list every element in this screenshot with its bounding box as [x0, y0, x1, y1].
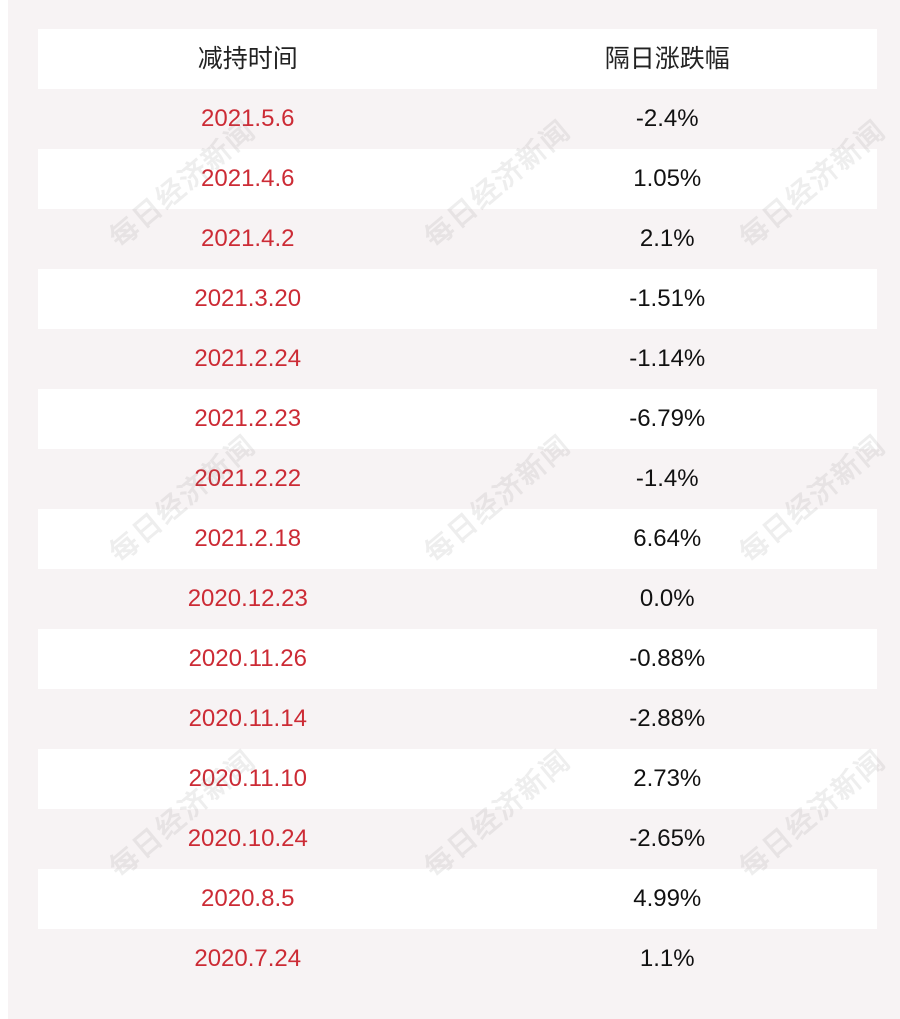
date-cell: 2020.11.14 [188, 705, 307, 732]
table-row: 2021.2.18 6.64% [38, 509, 877, 569]
table-row: 2021.4.6 1.05% [38, 149, 877, 209]
date-cell: 2021.3.20 [194, 285, 302, 312]
table-row: 2021.2.23 -6.79% [38, 389, 877, 449]
date-cell: 2020.12.23 [187, 585, 308, 612]
date-cell: 2020.10.24 [187, 825, 308, 852]
date-cell: 2021.4.2 [201, 225, 295, 252]
date-cell: 2021.5.6 [201, 105, 295, 132]
change-column-header: 隔日涨跌幅 [604, 45, 730, 73]
change-cell: -1.14% [629, 345, 706, 372]
table-row: 2021.3.20 -1.51% [38, 269, 877, 329]
table-row: 2021.5.6 -2.4% [38, 89, 877, 149]
change-cell: -2.88% [629, 705, 706, 732]
date-cell: 2020.11.10 [188, 765, 307, 792]
change-cell: -1.51% [629, 285, 706, 312]
change-cell: 1.05% [633, 165, 702, 192]
table-row: 2021.4.2 2.1% [38, 209, 877, 269]
table-row: 2021.2.24 -1.14% [38, 329, 877, 389]
table-row: 2020.7.24 1.1% [38, 929, 877, 989]
change-cell: 0.0% [639, 585, 695, 612]
date-cell: 2021.2.18 [194, 525, 302, 552]
sell-down-table: 减持时间 隔日涨跌幅 2021.5.6 -2.4% 2021.4.6 1.05%… [38, 29, 877, 989]
date-cell: 2021.2.23 [194, 405, 302, 432]
table-row: 2020.11.26 -0.88% [38, 629, 877, 689]
date-column-header: 减持时间 [197, 45, 298, 73]
table-header: 减持时间 隔日涨跌幅 [38, 29, 877, 89]
table-row: 2020.10.24 -2.65% [38, 809, 877, 869]
table-row: 2021.2.22 -1.4% [38, 449, 877, 509]
change-cell: 2.1% [639, 225, 695, 252]
date-cell: 2020.7.24 [194, 945, 302, 972]
date-cell: 2020.11.26 [188, 645, 307, 672]
change-cell: 2.73% [633, 765, 702, 792]
table-row: 2020.11.10 2.73% [38, 749, 877, 809]
date-cell: 2020.8.5 [201, 885, 295, 912]
change-cell: -1.4% [635, 465, 699, 492]
date-cell: 2021.2.22 [194, 465, 302, 492]
table-row: 2020.11.14 -2.88% [38, 689, 877, 749]
table-row: 2020.12.23 0.0% [38, 569, 877, 629]
change-cell: -2.4% [635, 105, 699, 132]
date-cell: 2021.4.6 [201, 165, 295, 192]
change-cell: 4.99% [633, 885, 702, 912]
change-cell: 6.64% [633, 525, 702, 552]
table-row: 2020.8.5 4.99% [38, 869, 877, 929]
change-cell: -6.79% [629, 405, 706, 432]
change-cell: -0.88% [629, 645, 706, 672]
change-cell: -2.65% [629, 825, 706, 852]
change-cell: 1.1% [639, 945, 695, 972]
date-cell: 2021.2.24 [194, 345, 302, 372]
